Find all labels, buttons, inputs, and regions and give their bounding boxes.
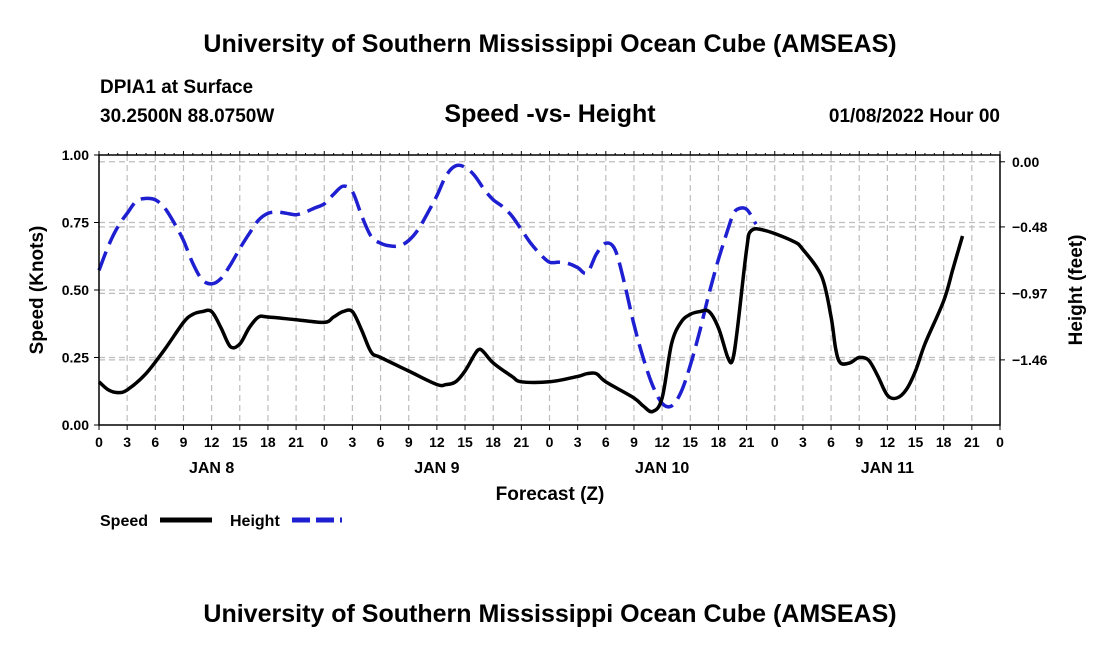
- x-tick-label: 12: [204, 434, 220, 450]
- x-tick-label: 6: [151, 434, 159, 450]
- x-tick-label: 15: [457, 434, 473, 450]
- y-right-tick-label: 0.00: [1012, 154, 1039, 170]
- x-tick-label: 15: [908, 434, 924, 450]
- y-left-tick-label: 0.75: [62, 215, 89, 231]
- x-tick-label: 6: [827, 434, 835, 450]
- x-tick-label: 0: [771, 434, 779, 450]
- day-label: JAN 9: [414, 460, 459, 477]
- x-tick-label: 3: [799, 434, 807, 450]
- x-tick-label: 0: [95, 434, 103, 450]
- forecast-datetime: 01/08/2022 Hour 00: [828, 106, 1000, 127]
- x-tick-label: 3: [574, 434, 582, 450]
- x-tick-label: 21: [514, 434, 530, 450]
- grid: [99, 155, 1000, 425]
- x-tick-label: 18: [260, 434, 276, 450]
- x-tick-label: 0: [996, 434, 1004, 450]
- x-tick-label: 12: [429, 434, 445, 450]
- x-tick-label: 9: [405, 434, 413, 450]
- x-tick-label: 0: [320, 434, 328, 450]
- x-tick-label: 9: [630, 434, 638, 450]
- day-label: JAN 11: [861, 460, 914, 477]
- x-tick-label: 6: [602, 434, 610, 450]
- series-line-speed: [97, 226, 965, 414]
- x-tick-label: 18: [711, 434, 727, 450]
- x-tick-label: 3: [123, 434, 131, 450]
- legend-label-speed: Speed: [100, 513, 148, 530]
- x-tick-label: 3: [349, 434, 357, 450]
- day-label: JAN 8: [189, 460, 234, 477]
- y-left-tick-label: 0.25: [62, 350, 89, 366]
- y-axis-label-right: Height (feet): [1066, 235, 1087, 346]
- y-left-tick-label: 0.50: [62, 282, 89, 298]
- day-label: JAN 10: [635, 460, 689, 477]
- x-tick-label: 9: [180, 434, 188, 450]
- x-tick-label: 18: [936, 434, 952, 450]
- x-tick-label: 12: [654, 434, 670, 450]
- x-tick-label: 0: [546, 434, 554, 450]
- y-axis-label-left: Speed (Knots): [27, 226, 48, 355]
- station-name: DPIA1 at Surface: [100, 77, 254, 98]
- station-coordinates: 30.2500N 88.0750W: [100, 106, 275, 127]
- y-right-tick-label: −0.97: [1012, 285, 1048, 301]
- x-tick-label: 18: [485, 434, 501, 450]
- legend-label-height: Height: [230, 513, 280, 530]
- x-tick-label: 6: [377, 434, 385, 450]
- x-tick-label: 21: [288, 434, 304, 450]
- x-tick-label: 21: [739, 434, 755, 450]
- x-tick-label: 15: [232, 434, 248, 450]
- x-tick-label: 9: [855, 434, 863, 450]
- x-tick-label: 21: [964, 434, 980, 450]
- footer-title: University of Southern Mississippi Ocean…: [203, 600, 897, 628]
- series-layer: [97, 163, 965, 414]
- axes: 0 3 6 9 12 15 18 21 0 3 6 9 12 15 18 21 0 3 6 9 12 15 18 21 0 3 6 9…: [62, 147, 1048, 477]
- series-line-height: [97, 163, 758, 409]
- chart-subtitle: Speed -vs- Height: [444, 100, 656, 128]
- chart-title: University of Southern Mississippi Ocean…: [203, 30, 897, 58]
- y-right-tick-label: −0.48: [1012, 219, 1048, 235]
- legend: Speed Height: [100, 513, 342, 530]
- y-left-tick-label: 0.00: [62, 417, 89, 433]
- y-left-tick-label: 1.00: [62, 147, 89, 163]
- x-axis-label: Forecast (Z): [496, 484, 605, 505]
- x-tick-label: 15: [682, 434, 698, 450]
- y-right-tick-label: −1.46: [1012, 352, 1048, 368]
- x-tick-label: 12: [880, 434, 896, 450]
